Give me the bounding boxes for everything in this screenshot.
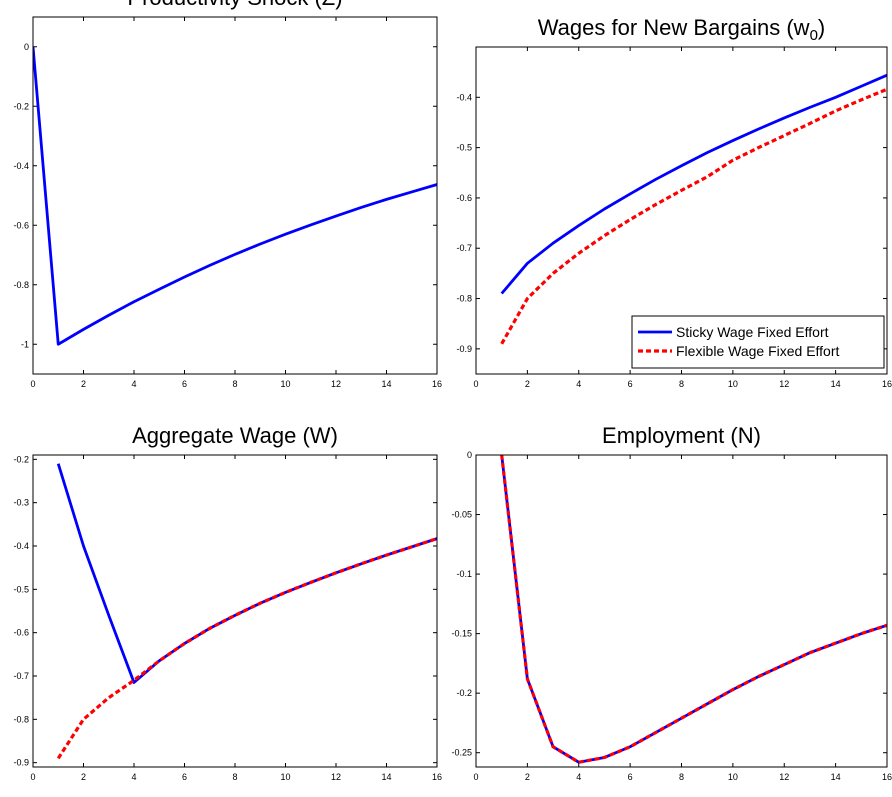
legend-label: Sticky Wage Fixed Effort bbox=[676, 324, 829, 340]
y-tick-label: -0.5 bbox=[456, 143, 472, 153]
x-tick-label: 12 bbox=[331, 379, 341, 389]
y-tick-label: -1 bbox=[21, 339, 29, 349]
y-tick-label: -0.6 bbox=[456, 193, 472, 203]
y-tick-label: -0.2 bbox=[13, 454, 29, 464]
title-subscript: 0 bbox=[810, 27, 818, 44]
y-tick-label: -0.7 bbox=[13, 671, 29, 681]
panel: Wages for New Bargains (w0)0 2 4 6 8 10 12 14 16… bbox=[456, 15, 892, 389]
y-tick-label: -0.5 bbox=[13, 584, 29, 594]
plot-area bbox=[33, 455, 437, 767]
x-tick-label: 10 bbox=[728, 772, 738, 782]
series-line bbox=[500, 87, 887, 345]
x-tick-label: 2 bbox=[525, 772, 530, 782]
x-tick-label: 0 bbox=[473, 772, 478, 782]
x-tick-label: 8 bbox=[232, 772, 237, 782]
x-tick-label: 8 bbox=[679, 379, 684, 389]
x-tick-label: 2 bbox=[525, 379, 530, 389]
x-tick-label: 6 bbox=[182, 772, 187, 782]
title-part: Wages for New Bargains (w bbox=[538, 15, 810, 40]
y-tick-label: -0.05 bbox=[451, 510, 472, 520]
y-tick-label: -0.7 bbox=[456, 243, 472, 253]
chart-title: Wages for New Bargains (w0) bbox=[538, 15, 826, 44]
x-tick-label: 12 bbox=[779, 772, 789, 782]
y-tick-label: -0.2 bbox=[13, 101, 29, 111]
y-tick-label: -0.4 bbox=[13, 161, 29, 171]
y-tick-label: -0.4 bbox=[13, 541, 29, 551]
x-tick-label: 8 bbox=[232, 379, 237, 389]
y-tick-label: -0.6 bbox=[13, 628, 29, 638]
legend-box bbox=[631, 315, 885, 369]
series-line bbox=[500, 73, 887, 295]
x-tick-label: 2 bbox=[81, 379, 86, 389]
x-tick-label: 10 bbox=[280, 772, 290, 782]
y-tick-label: -0.9 bbox=[456, 344, 472, 354]
y-tick-label: -0.15 bbox=[451, 629, 472, 639]
x-tick-label: 16 bbox=[432, 772, 442, 782]
x-tick-label: 4 bbox=[576, 772, 581, 782]
series-line bbox=[500, 455, 887, 764]
y-tick-label: -0.8 bbox=[456, 294, 472, 304]
x-tick-label: 14 bbox=[831, 379, 841, 389]
y-tick-label: -0.3 bbox=[13, 498, 29, 508]
legend: Sticky Wage Fixed Effort Flexible Wage Fi… bbox=[631, 315, 885, 369]
y-tick-label: -0.8 bbox=[13, 280, 29, 290]
plot-area bbox=[33, 17, 437, 374]
legend-label: Flexible Wage Fixed Effort bbox=[676, 343, 840, 359]
series-line bbox=[56, 537, 437, 760]
x-tick-label: 4 bbox=[131, 379, 136, 389]
y-tick-label: -0.4 bbox=[456, 92, 472, 102]
panel: Productivity Shock (Z) 0 2 4 6 8 10 12 14 16 -1 -0.… bbox=[13, 0, 442, 389]
x-tick-label: 0 bbox=[30, 379, 35, 389]
y-tick-label: -0.9 bbox=[13, 758, 29, 768]
x-tick-label: 12 bbox=[331, 772, 341, 782]
panel: Employment (N) 0 2 4 6 8 10 12 14 16 -0.25 -0.2 -0.1… bbox=[451, 423, 892, 782]
x-tick-label: 14 bbox=[831, 772, 841, 782]
x-tick-label: 4 bbox=[576, 379, 581, 389]
chart-title: Productivity Shock (Z) bbox=[127, 0, 342, 10]
y-tick-label: -0.2 bbox=[456, 688, 472, 698]
y-tick-label: -0.1 bbox=[456, 569, 472, 579]
axes-box bbox=[32, 454, 438, 768]
y-tick-label: -0.25 bbox=[451, 748, 472, 758]
x-tick-label: 6 bbox=[182, 379, 187, 389]
y-tick-label: -0.6 bbox=[13, 220, 29, 230]
x-tick-label: 16 bbox=[882, 379, 892, 389]
x-tick-label: 14 bbox=[381, 772, 391, 782]
x-tick-label: 6 bbox=[628, 379, 633, 389]
x-tick-label: 8 bbox=[679, 772, 684, 782]
x-tick-label: 6 bbox=[628, 772, 633, 782]
series-line bbox=[33, 46, 437, 346]
x-tick-label: 0 bbox=[30, 772, 35, 782]
y-tick-label: 0 bbox=[24, 42, 29, 52]
panel: Aggregate Wage (W) 0 2 4 6 8 10 12 14 16 -0.9 -0.8 -… bbox=[13, 423, 442, 782]
chart-title: Aggregate Wage (W) bbox=[132, 423, 338, 448]
axes-box bbox=[475, 454, 888, 768]
title-part: ) bbox=[818, 15, 825, 40]
axes-box bbox=[32, 16, 438, 375]
x-tick-label: 4 bbox=[131, 772, 136, 782]
x-tick-label: 10 bbox=[728, 379, 738, 389]
y-tick-label: 0 bbox=[467, 450, 472, 460]
x-tick-label: 16 bbox=[882, 772, 892, 782]
x-tick-label: 12 bbox=[779, 379, 789, 389]
chart-title: Employment (N) bbox=[602, 423, 761, 448]
x-tick-label: 0 bbox=[473, 379, 478, 389]
x-tick-label: 2 bbox=[81, 772, 86, 782]
x-tick-label: 14 bbox=[381, 379, 391, 389]
y-tick-label: -0.8 bbox=[13, 714, 29, 724]
x-tick-label: 10 bbox=[280, 379, 290, 389]
axes-box bbox=[475, 46, 888, 375]
plot-area bbox=[476, 455, 887, 767]
x-tick-label: 16 bbox=[432, 379, 442, 389]
